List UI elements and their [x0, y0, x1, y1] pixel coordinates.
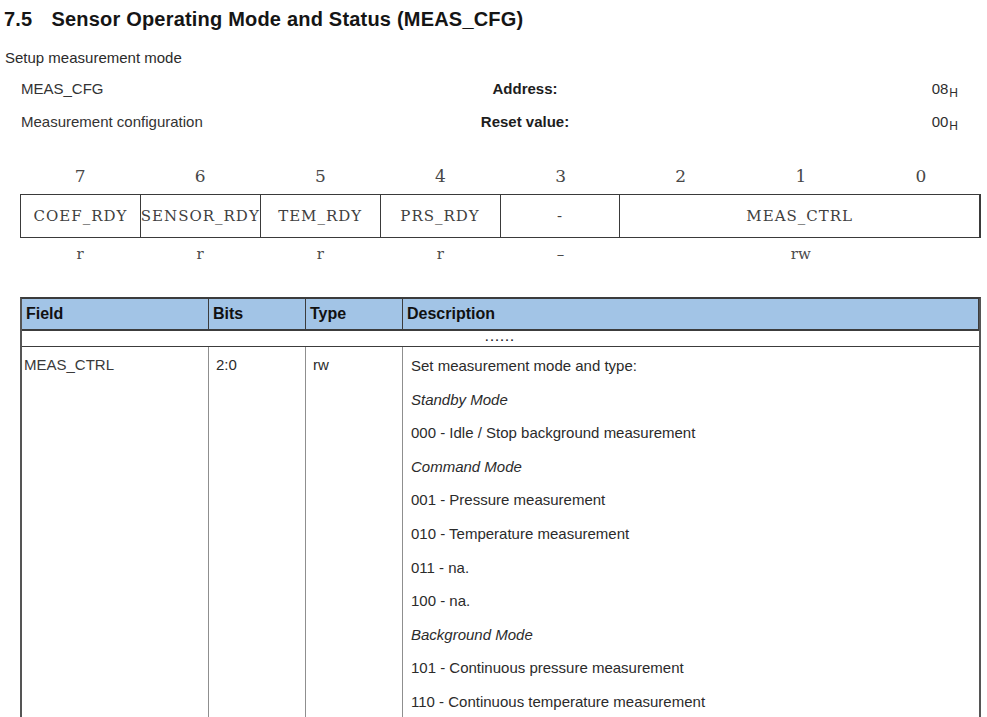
description-line: 001 - Pressure measurement	[411, 483, 977, 517]
bit-cell: PRS_RDY	[381, 195, 501, 237]
description-line: Command Mode	[411, 450, 977, 484]
register-info-value: 00H	[858, 113, 958, 130]
bitfield-diagram: 7 6 5 4 3 2 1 0 COEF_RDY SENSOR_RDY	[20, 166, 981, 263]
table-ellipsis-row: ......	[22, 331, 979, 347]
bit-access: r	[140, 245, 260, 263]
section-heading: 7.5 Sensor Operating Mode and Status (ME…	[4, 8, 523, 31]
cell-description: Set measurement mode and type: Standby M…	[403, 347, 979, 717]
description-line: 011 - na.	[411, 551, 977, 585]
bit-cell: SENSOR_RDY	[141, 195, 261, 237]
bit-cell: COEF_RDY	[21, 195, 141, 237]
bit-access: r	[20, 245, 140, 263]
register-info-key: Address:	[400, 80, 650, 97]
description-line: Standby Mode	[411, 383, 977, 417]
table-row: MEAS_CTRL 2:0 rw Set measurement mode an…	[22, 347, 979, 717]
table-header-cell: Bits	[209, 299, 306, 329]
section-number: 7.5	[4, 8, 32, 31]
bit-access: rw	[621, 245, 981, 263]
bit-cell-row: COEF_RDY SENSOR_RDY TEM_RDY PRS_RDY - ME…	[20, 194, 981, 238]
table-header-cell: Type	[306, 299, 403, 329]
bit-number: 6	[140, 166, 260, 192]
bit-number: 1	[741, 166, 861, 192]
bit-access: r	[260, 245, 380, 263]
description-line: 100 - na.	[411, 584, 977, 618]
bit-number: 0	[861, 166, 981, 192]
register-info: MEAS_CFG Address: 08H Measurement config…	[0, 77, 987, 143]
description-line: Set measurement mode and type:	[411, 349, 977, 383]
datasheet-page: 7.5 Sensor Operating Mode and Status (ME…	[0, 0, 987, 717]
register-info-value: 08H	[858, 80, 958, 97]
description-line: 101 - Continuous pressure measurement	[411, 651, 977, 685]
bit-number: 3	[501, 166, 621, 192]
register-info-row: Measurement configuration Reset value: 0…	[0, 110, 987, 143]
cell-field: MEAS_CTRL	[22, 347, 209, 717]
bit-access: –	[501, 245, 621, 263]
bit-number: 2	[621, 166, 741, 192]
register-info-key: Reset value:	[400, 113, 650, 130]
section-title: Sensor Operating Mode and Status (MEAS_C…	[51, 8, 523, 31]
description-line: 000 - Idle / Stop background measurement	[411, 416, 977, 450]
bit-access: r	[380, 245, 500, 263]
description-line: 010 - Temperature measurement	[411, 517, 977, 551]
bit-number: 7	[20, 166, 140, 192]
register-info-row: MEAS_CFG Address: 08H	[0, 77, 987, 110]
hex-subscript: H	[949, 86, 958, 100]
bit-cell: -	[501, 195, 621, 237]
cell-type: rw	[306, 347, 403, 717]
table-header-cell: Field	[22, 299, 209, 329]
bit-number-row: 7 6 5 4 3 2 1 0	[20, 166, 981, 192]
bit-cell: TEM_RDY	[261, 195, 381, 237]
description-line: Background Mode	[411, 618, 977, 652]
bit-cell: MEAS_CTRL	[620, 195, 980, 237]
hex-subscript: H	[949, 119, 958, 133]
cell-bits: 2:0	[209, 347, 306, 717]
bit-number: 4	[380, 166, 500, 192]
bit-number: 5	[260, 166, 380, 192]
table-header-row: Field Bits Type Description	[22, 299, 979, 331]
bit-access-row: r r r r – rw	[20, 245, 981, 263]
register-name: Measurement configuration	[21, 113, 203, 130]
section-subtitle: Setup measurement mode	[5, 49, 182, 66]
register-name: MEAS_CFG	[21, 80, 104, 97]
field-description-table: Field Bits Type Description ...... MEAS_…	[20, 297, 981, 717]
table-header-cell: Description	[403, 299, 979, 329]
description-line: 110 - Continuous temperature measurement	[411, 685, 977, 717]
